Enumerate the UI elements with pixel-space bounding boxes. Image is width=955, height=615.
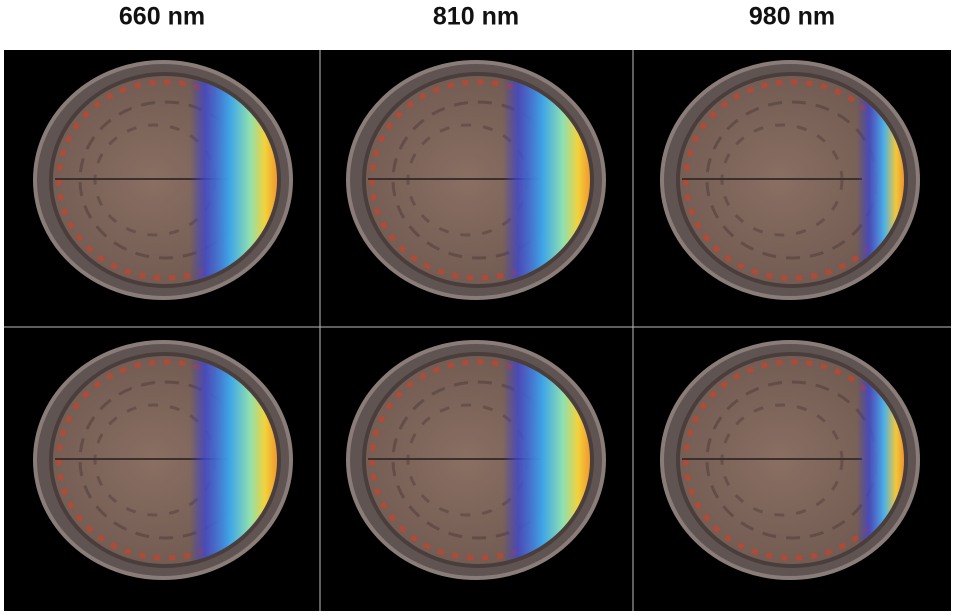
column-label: 980 nm [749, 3, 835, 31]
brain-image [5, 50, 320, 327]
brain-image [318, 330, 633, 607]
brain-image [632, 330, 947, 607]
brain-image [318, 50, 633, 327]
column-label: 660 nm [119, 3, 205, 31]
brain-image [632, 50, 947, 327]
brain-image [5, 330, 320, 607]
column-label: 810 nm [433, 3, 519, 31]
